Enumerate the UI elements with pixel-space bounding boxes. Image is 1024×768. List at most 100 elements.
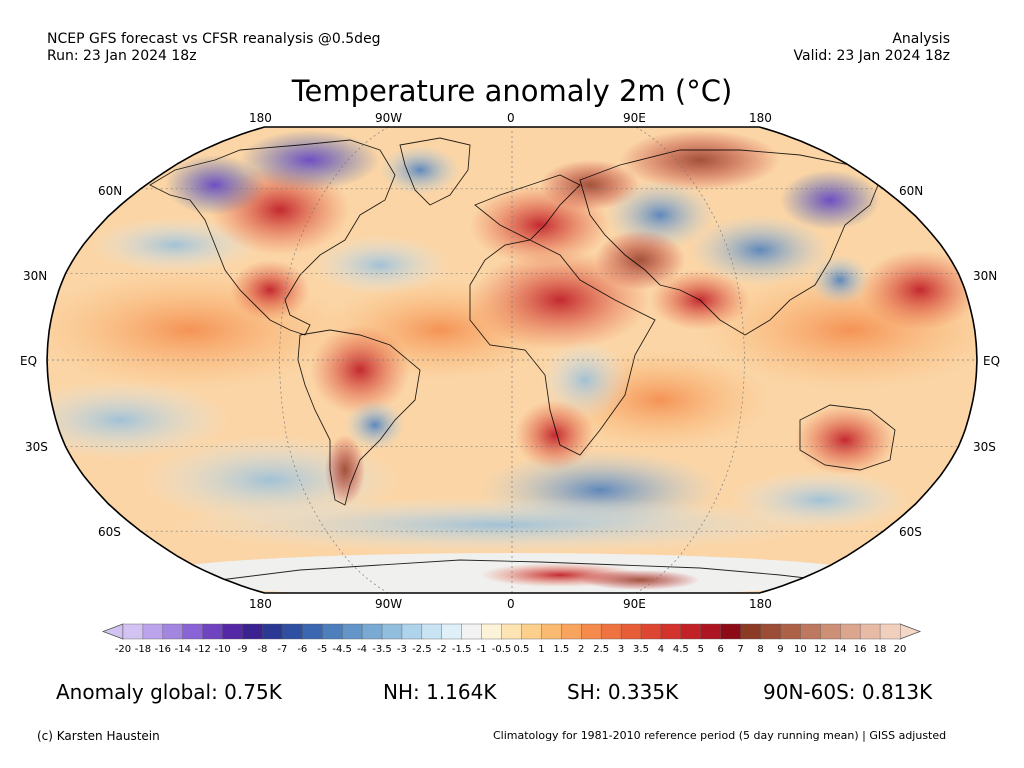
colorbar-tick-label: 2 [578,644,584,655]
colorbar-tick-label: 2.5 [593,644,609,655]
colorbar-tick-label: -4 [357,644,367,655]
colorbar-swatch [541,623,562,640]
colorbar-tick-label: -2.5 [412,644,432,655]
analysis-label: Analysis [892,31,950,47]
colorbar-swatch [142,623,164,640]
colorbar-tick-label: -1 [477,644,487,655]
antarctica-coast [219,559,841,583]
colorbar-tick-label: -3 [397,644,407,655]
model-description: NCEP GFS forecast vs CFSR reanalysis @0.… [47,31,381,47]
colorbar-tick-label: 3.5 [633,644,649,655]
colorbar-tick-label: -6 [297,644,307,655]
colorbar-swatch [242,623,264,640]
lat-label-60n-right: 60N [899,184,924,198]
colorbar-swatch [341,623,363,640]
lat-label-60s-left: 60S [98,525,121,539]
colorbar-tick-label: 14 [834,644,847,655]
lon-label-180e-top: 180 [749,111,772,125]
lon-label-90e-top: 90E [623,111,646,125]
greenland-coast [399,137,471,206]
asia-coast [579,149,881,336]
colorbar-tick-label: 7 [737,644,743,655]
colorbar-tick-label: -5 [317,644,327,655]
colorbar-tick-label: 4 [658,644,664,655]
colorbar-swatch [840,623,861,640]
colorbar-tick-label: -2 [437,644,447,655]
colorbar-tick-label: 0.5 [514,644,530,655]
colorbar-tick-label: 3 [618,644,624,655]
lat-label-30s-left: 30S [25,440,48,454]
colorbar-swatch [441,623,463,640]
colorbar-tick-label: 1 [538,644,544,655]
colorbar-swatch [820,623,841,640]
colorbar-swatch [381,623,403,640]
lat-label-30s-right: 30S [973,440,996,454]
south-america-coast [297,329,421,506]
colorbar-swatch [162,623,184,640]
colorbar-swatch [561,623,582,640]
lon-label-180e-bottom: 180 [749,597,772,611]
credit-text: (c) Karsten Haustein [37,729,160,743]
colorbar-tick-label: 9 [777,644,783,655]
colorbar-swatch [501,623,523,640]
colorbar-swatch [760,623,782,640]
colorbar-tick-label: -8 [257,644,267,655]
colorbar-swatch [182,623,204,640]
colorbar-tick-label: -1.5 [452,644,472,655]
colorbar-tick-label: -20 [115,644,131,655]
colorbar-swatch [222,623,244,640]
lat-label-eq-right: EQ [983,354,1001,368]
coastlines [149,137,896,583]
colorbar-tick-label: -9 [238,644,248,655]
climatology-note: Climatology for 1981-2010 reference peri… [493,729,947,742]
colorbar-swatch [700,623,722,640]
colorbar-tick-label: 1.5 [553,644,569,655]
colorbar-tick-label: 12 [814,644,827,655]
run-time: Run: 23 Jan 2024 18z [47,48,197,64]
colorbar-tick-label: 18 [874,644,887,655]
colorbar-tick-label: 4.5 [673,644,689,655]
colorbar-swatch [322,623,343,640]
anomaly-90n-60s: 90N-60S: 0.813K [763,680,933,704]
colorbar-swatch [262,623,283,640]
colorbar-tick-label: -12 [195,644,211,655]
lon-label-90w-top: 90W [375,111,403,125]
colorbar-swatch [401,623,423,640]
colorbar-arrow-left [101,623,124,640]
colorbar-swatch [640,623,662,640]
colorbar-tick-label: 16 [854,644,867,655]
lat-label-60n-left: 60N [98,184,123,198]
lat-label-60s-right: 60S [899,525,922,539]
lon-label-90w-bottom: 90W [375,597,403,611]
colorbar-tick-label: -4.5 [332,644,352,655]
graticule [47,126,977,594]
colorbar-tick-label: -0.5 [492,644,512,655]
north-america-coast [149,139,396,336]
lon-label-0-bottom: 0 [507,597,515,611]
lon-label-180-bottom: 180 [249,597,272,611]
colorbar-swatch [122,623,144,640]
colorbar-tick-label: 8 [757,644,763,655]
anomaly-map [46,126,978,594]
colorbar-tick-label: 20 [894,644,907,655]
colorbar-swatch [521,623,542,640]
colorbar-swatch [282,623,303,640]
lon-label-90e-bottom: 90E [623,597,646,611]
colorbar-swatch [680,623,702,640]
colorbar-tick-label: -7 [277,644,287,655]
lat-label-30n-left: 30N [23,269,48,283]
europe-africa-coast [469,174,656,456]
colorbar-arrow-right [899,623,922,640]
colorbar-swatch [600,623,622,640]
colorbar-tick-label: -10 [214,644,230,655]
colorbar-swatch [780,623,801,640]
lon-label-0-top: 0 [507,111,515,125]
colorbar-swatch [202,623,224,640]
colorbar-swatch [879,623,901,640]
colorbar-swatch [302,623,323,640]
anomaly-nh: NH: 1.164K [383,680,497,704]
colorbar-tick-label: -3.5 [372,644,392,655]
colorbar-swatch [660,623,682,640]
colorbar-tick-label: 10 [794,644,807,655]
colorbar-swatch [481,623,503,640]
